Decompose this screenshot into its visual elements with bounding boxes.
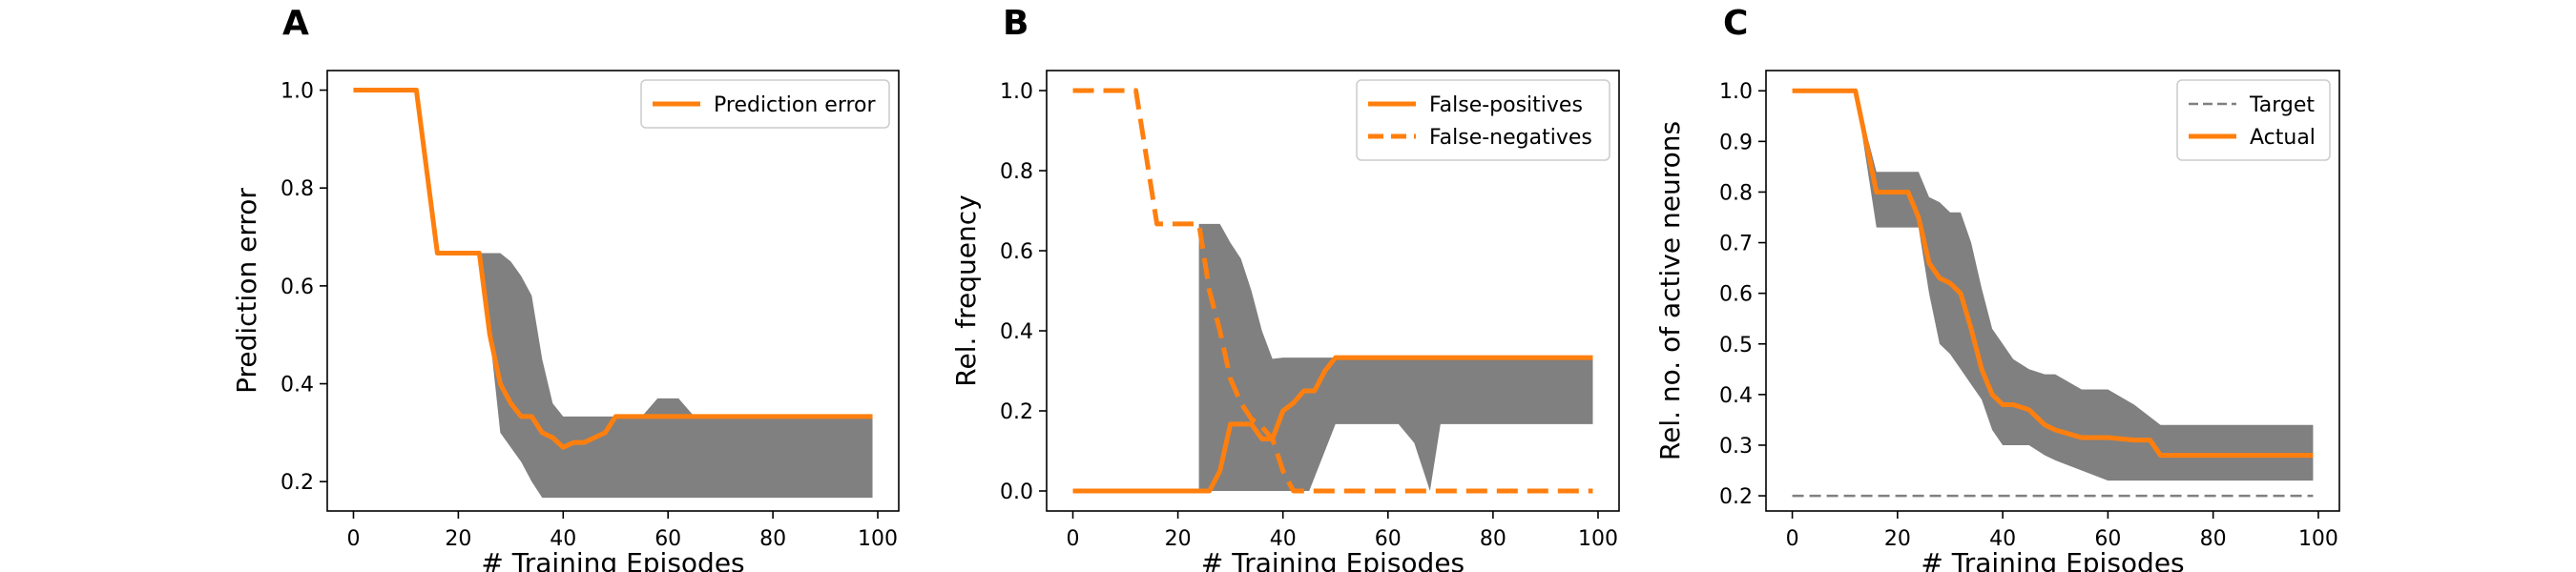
y-tick-label: 0.8 xyxy=(1719,181,1753,205)
y-tick-label: 0.5 xyxy=(1719,334,1753,358)
legend-label: Actual xyxy=(2250,126,2316,150)
x-tick-label: 20 xyxy=(1884,527,1911,551)
legend-label: False-positives xyxy=(1429,93,1583,117)
y-tick-label: 1.0 xyxy=(280,80,314,104)
legend-label: Target xyxy=(2249,93,2315,117)
panel-c: C 0 20 40 60 80 100 0.2 0.3 0.4 0.5 0.6 0.7 0.8 0.9 1.0… xyxy=(1654,4,2340,572)
y-tick-label: 0.8 xyxy=(1000,160,1033,184)
legend-box xyxy=(1356,79,1610,161)
series-line-prediction-error xyxy=(353,88,873,450)
y-tick-label: 0.3 xyxy=(1719,435,1753,459)
x-tick-label: 0 xyxy=(1067,527,1080,551)
legend-box xyxy=(640,79,890,129)
series-line-false-negatives xyxy=(1072,88,1593,494)
panel-a: A 0 20 40 60 80 100 0.2 0.4 0.6 0.8 1.0 # Training E… xyxy=(231,4,900,572)
y-tick-label: 0.8 xyxy=(280,177,314,201)
y-tick-label: 0.7 xyxy=(1719,233,1753,256)
x-tick-label: 40 xyxy=(1270,527,1297,551)
x-tick-label: 100 xyxy=(858,527,898,551)
plot-frame xyxy=(326,70,900,512)
y-tick-label: 0.4 xyxy=(1719,384,1753,408)
x-tick-label: 20 xyxy=(1165,527,1192,551)
plot-frame xyxy=(1046,70,1620,512)
x-tick-label: 60 xyxy=(1375,527,1402,551)
y-tick-label: 0.6 xyxy=(1719,283,1753,307)
x-tick-label: 80 xyxy=(1480,527,1506,551)
x-tick-label: 40 xyxy=(1989,527,2016,551)
y-tick-label: 0.6 xyxy=(280,276,314,299)
x-axis-label: # Training Episodes xyxy=(481,547,744,572)
legend: Target Actual xyxy=(2176,79,2331,161)
plot-frame xyxy=(1765,70,2340,512)
x-tick-label: 60 xyxy=(654,527,681,551)
x-tick-label: 100 xyxy=(1578,527,1618,551)
variability-band xyxy=(479,253,873,499)
y-tick-label: 0.4 xyxy=(1000,320,1033,344)
legend-label: False-negatives xyxy=(1429,126,1592,150)
legend-box xyxy=(2176,79,2331,161)
variability-band xyxy=(1855,91,2314,481)
panel-letter: A xyxy=(282,4,309,43)
panel-b: B 0 20 40 60 80 100 0.0 0.2 0.4 0.6 0.8 1.0 # Trainin… xyxy=(950,4,1620,572)
y-axis-label: Rel. frequency xyxy=(950,194,982,386)
legend: Prediction error xyxy=(640,79,890,129)
y-tick-label: 0.2 xyxy=(280,471,314,495)
y-axis-label: Prediction error xyxy=(231,188,262,394)
y-tick-label: 0.6 xyxy=(1000,240,1033,264)
y-tick-label: 0.2 xyxy=(1000,400,1033,424)
x-tick-label: 20 xyxy=(445,527,471,551)
x-tick-label: 0 xyxy=(1786,527,1799,551)
y-tick-label: 0.0 xyxy=(1000,480,1033,504)
x-tick-label: 80 xyxy=(2200,527,2227,551)
y-tick-label: 0.2 xyxy=(1719,485,1753,509)
x-tick-label: 0 xyxy=(346,527,360,551)
x-tick-label: 60 xyxy=(2094,527,2121,551)
y-tick-label: 0.9 xyxy=(1719,131,1753,154)
series-line-actual xyxy=(1792,88,2314,459)
panel-letter: B xyxy=(1003,4,1028,43)
variability-band xyxy=(1198,223,1593,492)
y-axis-label: Rel. no. of active neurons xyxy=(1654,121,1686,460)
x-tick-label: 40 xyxy=(550,527,576,551)
series-line-false-positives xyxy=(1072,355,1593,494)
x-axis-label: # Training Episodes xyxy=(1921,547,2184,572)
x-axis-label: # Training Episodes xyxy=(1201,547,1465,572)
legend-label: Prediction error xyxy=(714,93,876,117)
y-tick-label: 0.4 xyxy=(280,374,314,398)
x-tick-label: 80 xyxy=(759,527,786,551)
x-tick-label: 100 xyxy=(2298,527,2338,551)
y-tick-label: 1.0 xyxy=(1719,80,1753,104)
legend: False-positives False-negatives xyxy=(1356,79,1610,161)
y-tick-label: 1.0 xyxy=(1000,80,1033,104)
panel-letter: C xyxy=(1723,4,1748,43)
